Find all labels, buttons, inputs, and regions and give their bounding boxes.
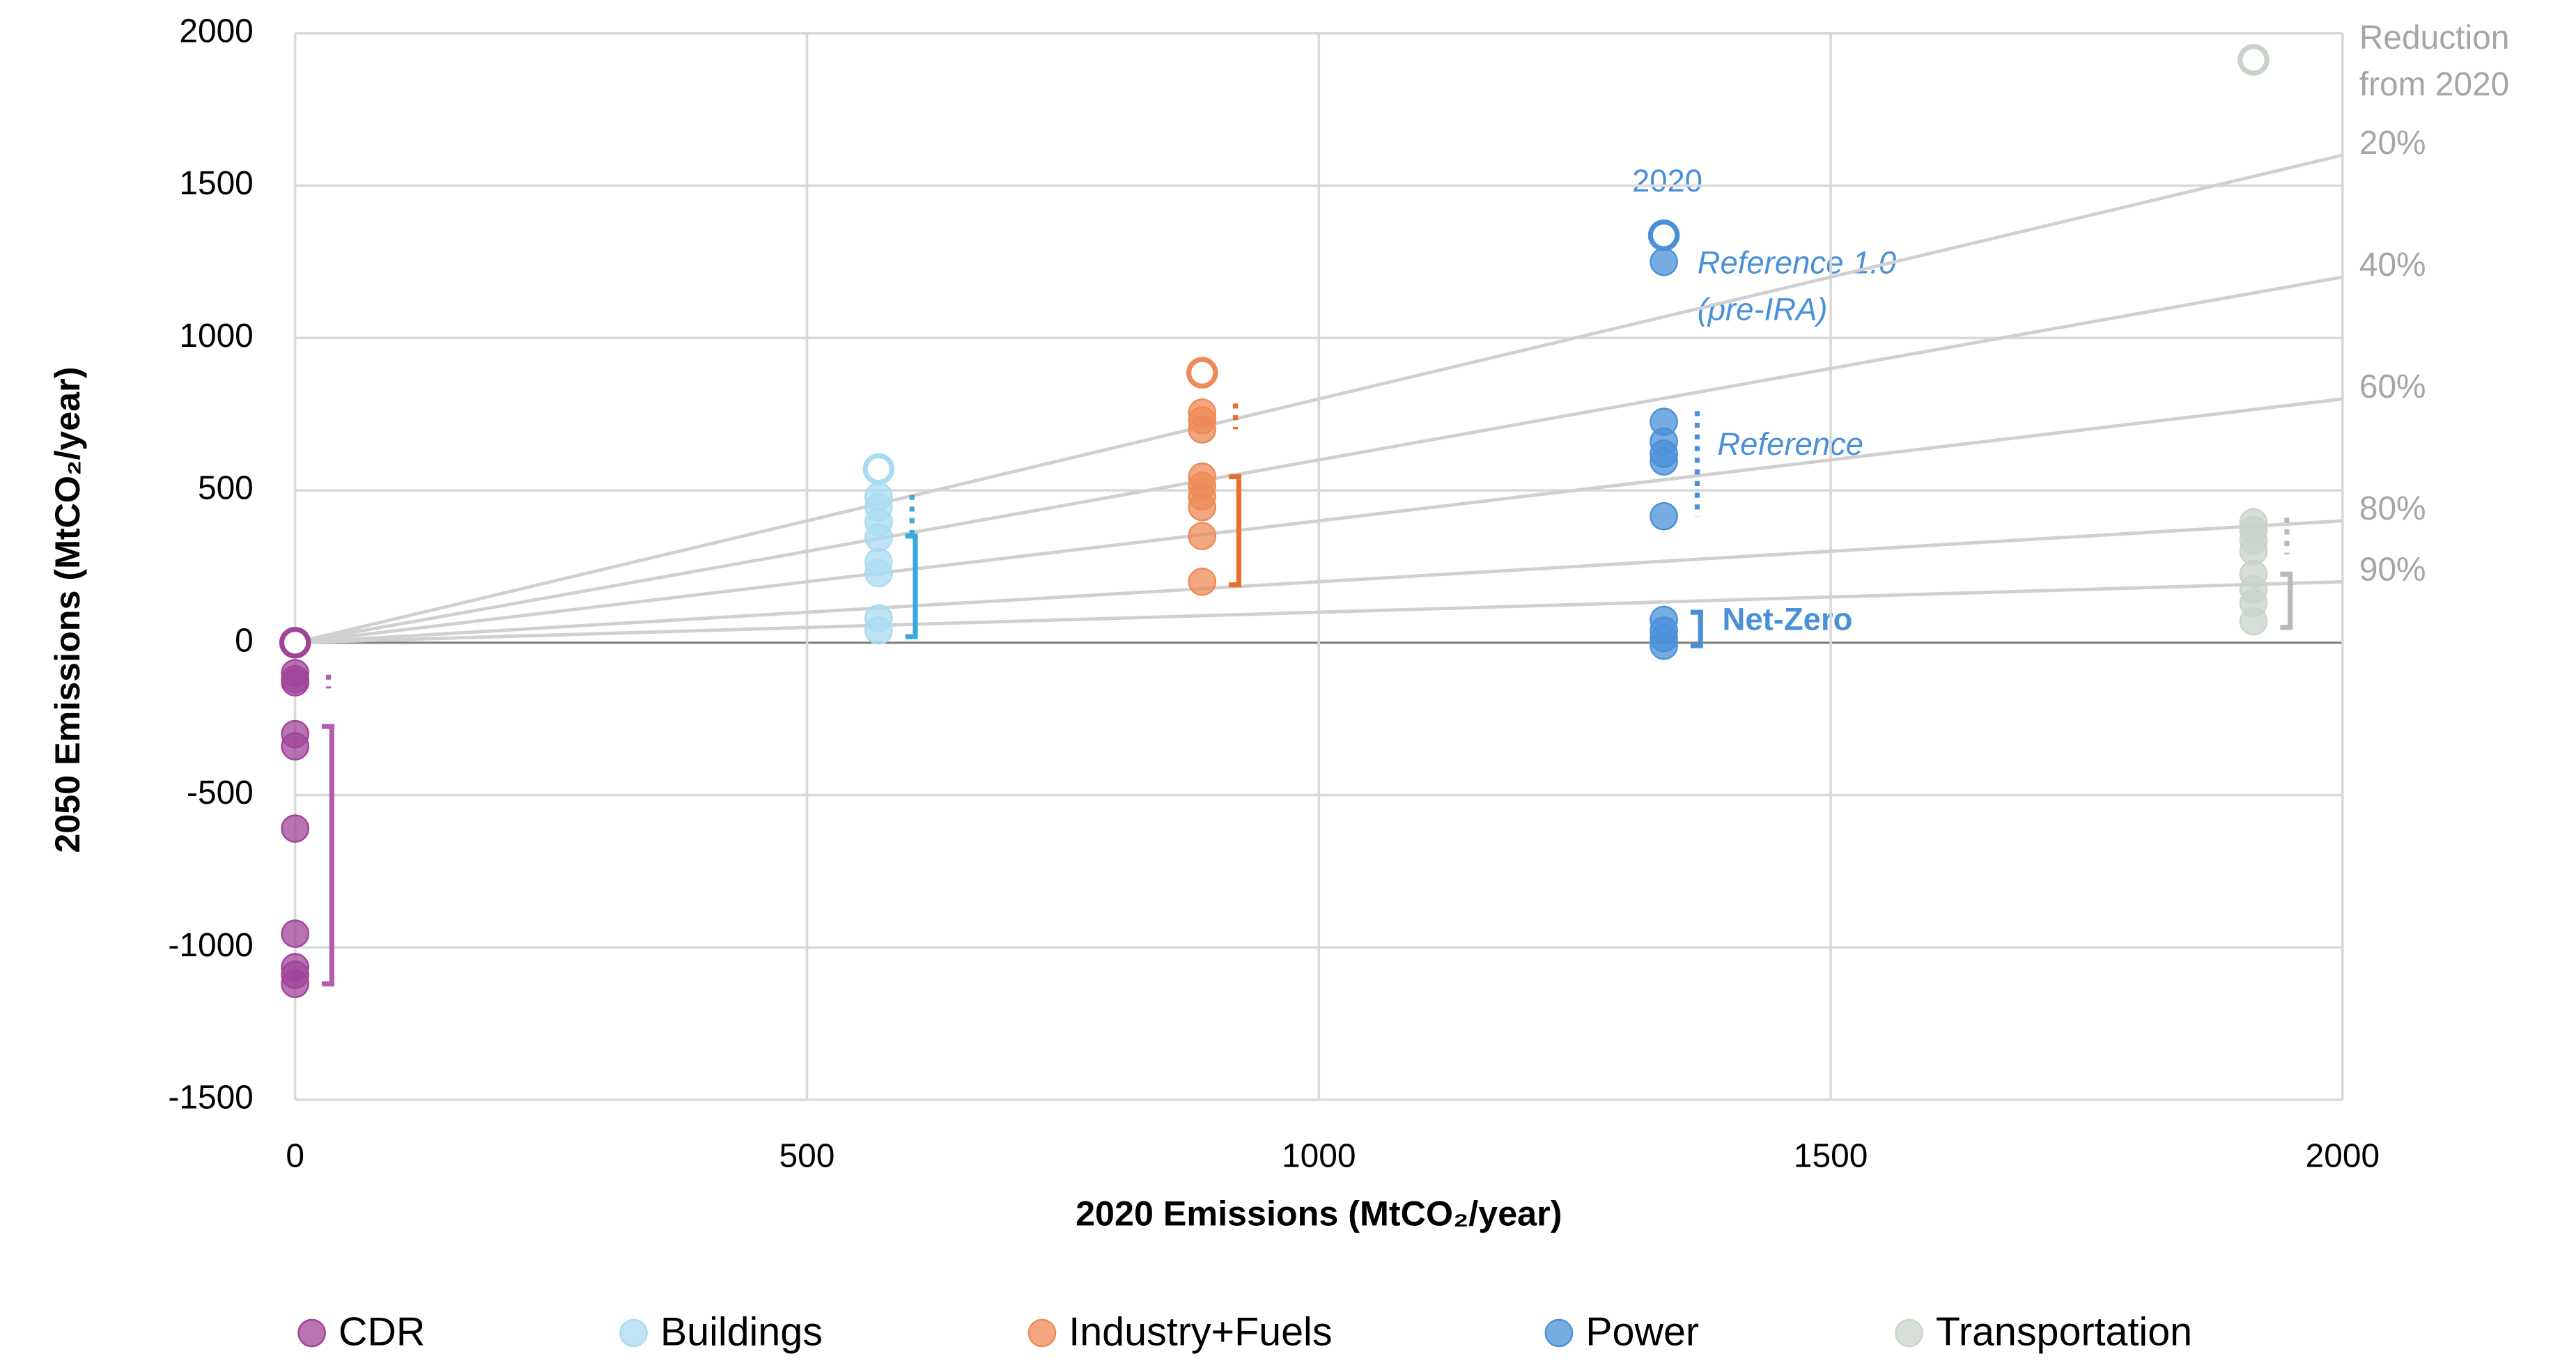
reduction-line	[295, 275, 2343, 645]
data-point	[1188, 492, 1217, 522]
data-point	[1188, 522, 1217, 551]
annotation: Reference 1.0	[1698, 244, 1897, 280]
x-tick-label: 2000	[2306, 1137, 2380, 1174]
reduction-line	[295, 519, 2343, 645]
x-tick-label: 0	[286, 1137, 304, 1174]
y-tick-label: 1000	[179, 318, 253, 355]
reduction-label: 90%	[2359, 552, 2426, 589]
reduction-line	[295, 397, 2343, 645]
data-point	[1650, 247, 1678, 277]
point-2020	[2237, 44, 2269, 76]
y-axis-title: 2050 Emissions (MtCO₂/year)	[48, 367, 87, 853]
data-point	[1650, 631, 1678, 660]
reduction-line	[295, 153, 2343, 645]
legend-marker	[1027, 1318, 1057, 1348]
data-point	[281, 732, 309, 761]
annotation: (pre-IRA)	[1698, 291, 1828, 327]
x-tick-label: 1500	[1794, 1137, 1868, 1174]
legend-label: Buildings	[660, 1310, 823, 1355]
x-tick-label: 1000	[1282, 1137, 1356, 1174]
reduction-label: 80%	[2359, 490, 2426, 527]
data-point	[281, 969, 309, 999]
reduction-title: from 2020	[2359, 66, 2509, 103]
reduction-line	[295, 579, 2343, 645]
legend-marker	[1895, 1318, 1923, 1348]
y-tick-label: 2000	[179, 13, 253, 49]
annotation: Net-Zero	[1723, 601, 1853, 637]
legend-marker	[1544, 1318, 1574, 1348]
y-tick-label: 1500	[179, 165, 253, 202]
data-point	[864, 559, 893, 588]
reduction-title: Reduction	[2359, 20, 2509, 56]
legend-marker	[619, 1318, 648, 1348]
reduction-label: 60%	[2359, 368, 2426, 405]
net-zero-bracket	[321, 724, 334, 987]
reduction-label: 20%	[2359, 125, 2426, 162]
x-tick-label: 500	[779, 1137, 835, 1174]
legend-label: CDR	[339, 1310, 425, 1355]
annotation: 2020	[1632, 163, 1702, 198]
y-tick-label: -1500	[168, 1080, 253, 1116]
y-tick-label: -1000	[168, 927, 253, 964]
net-zero-bracket	[1690, 609, 1703, 648]
data-point	[864, 616, 893, 645]
data-point	[1650, 447, 1678, 476]
data-point	[281, 814, 309, 843]
point-2020	[1647, 219, 1680, 251]
data-point	[1188, 415, 1217, 444]
point-2020	[279, 627, 311, 659]
legend-label: Power	[1585, 1310, 1699, 1355]
data-point	[2239, 607, 2268, 636]
point-2020	[1186, 357, 1218, 389]
legend-label: Industry+Fuels	[1069, 1310, 1332, 1355]
reduction-label: 40%	[2359, 247, 2426, 283]
y-tick-label: 500	[198, 470, 254, 507]
net-zero-bracket	[905, 533, 918, 639]
y-tick-label: 0	[235, 622, 254, 659]
data-point	[281, 668, 309, 696]
data-point	[1188, 567, 1217, 596]
x-axis-title: 2020 Emissions (MtCO₂/year)	[1076, 1194, 1562, 1233]
net-zero-bracket	[1229, 474, 1241, 588]
legend-marker	[297, 1318, 326, 1348]
annotation: Reference	[1717, 426, 1863, 462]
data-point	[281, 919, 309, 948]
point-2020	[862, 453, 895, 485]
data-point	[864, 523, 893, 552]
data-point	[1650, 501, 1678, 531]
net-zero-bracket	[2280, 571, 2293, 630]
legend-label: Transportation	[1936, 1310, 2192, 1355]
y-tick-label: -500	[187, 774, 254, 811]
